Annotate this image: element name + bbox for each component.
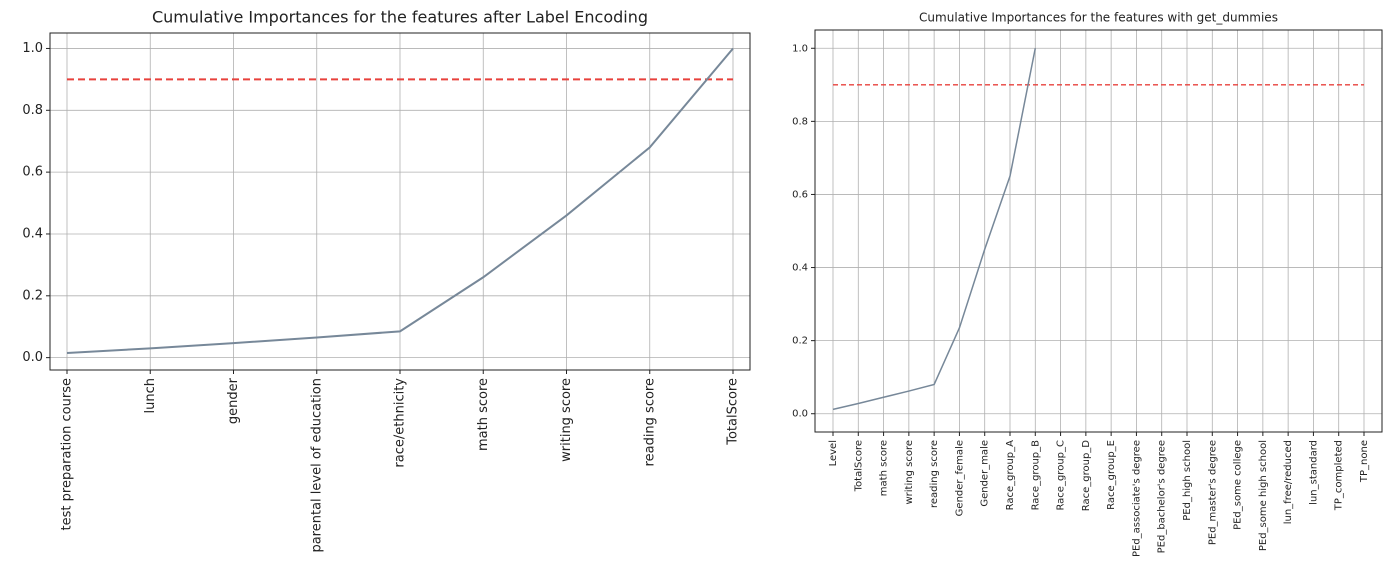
x-tick-label: math score xyxy=(879,440,890,496)
x-tick-label: writing score xyxy=(559,378,574,462)
x-tick-label: math score xyxy=(476,378,491,451)
x-tick-label: TP_none xyxy=(1359,440,1370,483)
x-tick-label: Race_group_B xyxy=(1030,440,1041,511)
y-tick-label: 0.6 xyxy=(22,165,43,180)
x-tick-label: test preparation course xyxy=(60,378,75,530)
line-series xyxy=(832,48,1037,411)
x-tick-label: PEd_master's degree xyxy=(1207,440,1218,545)
x-tick-label: Gender_female xyxy=(954,440,965,516)
x-tick-label: PEd_bachelor's degree xyxy=(1157,440,1168,553)
x-tick-label: TotalScore xyxy=(853,440,864,492)
y-tick-label: 0.4 xyxy=(22,226,43,241)
x-tick-label: PEd_some high school xyxy=(1258,440,1269,551)
y-tick-label: 0.8 xyxy=(22,103,43,118)
x-tick-label: Race_group_E xyxy=(1106,440,1117,510)
y-tick-label: 0.2 xyxy=(22,288,43,303)
x-tick-label: lun_free/reduced xyxy=(1283,440,1294,524)
x-tick-label: TotalScore xyxy=(726,378,741,446)
x-tick-label: race/ethnicity xyxy=(393,378,408,468)
x-tick-label: lun_standard xyxy=(1308,440,1319,505)
chart-title: Cumulative Importances for the features … xyxy=(152,8,648,27)
x-tick-label: Race_group_A xyxy=(1005,440,1016,511)
line-series xyxy=(66,47,734,354)
x-tick-label: PEd_associate's degree xyxy=(1131,440,1142,557)
y-tick-label: 0.8 xyxy=(792,116,808,127)
x-tick-label: PEd_some college xyxy=(1233,440,1244,530)
x-tick-label: parental level of education xyxy=(309,378,324,553)
x-tick-label: PEd_high school xyxy=(1182,440,1193,521)
x-tick-label: Race_group_D xyxy=(1081,440,1092,512)
x-tick-label: Level xyxy=(828,440,839,466)
y-tick-label: 0.2 xyxy=(792,336,808,347)
x-tick-label: Gender_male xyxy=(980,440,991,507)
y-tick-label: 0.0 xyxy=(22,350,43,365)
y-tick-label: 0.6 xyxy=(792,189,808,200)
x-tick-label: reading score xyxy=(642,378,657,466)
x-tick-label: TP_completed xyxy=(1334,440,1345,511)
plot-frame xyxy=(49,32,751,371)
y-tick-label: 1.0 xyxy=(22,41,43,56)
x-tick-label: gender xyxy=(226,377,241,424)
y-tick-label: 1.0 xyxy=(792,43,808,54)
plot-frame xyxy=(814,29,1383,433)
y-tick-label: 0.4 xyxy=(792,263,808,274)
x-tick-label: writing score xyxy=(904,440,915,505)
x-tick-label: lunch xyxy=(143,378,158,413)
x-tick-label: reading score xyxy=(929,440,940,508)
y-tick-label: 0.0 xyxy=(792,409,808,420)
x-tick-label: Race_group_C xyxy=(1056,440,1067,511)
chart-title: Cumulative Importances for the features … xyxy=(919,11,1278,25)
